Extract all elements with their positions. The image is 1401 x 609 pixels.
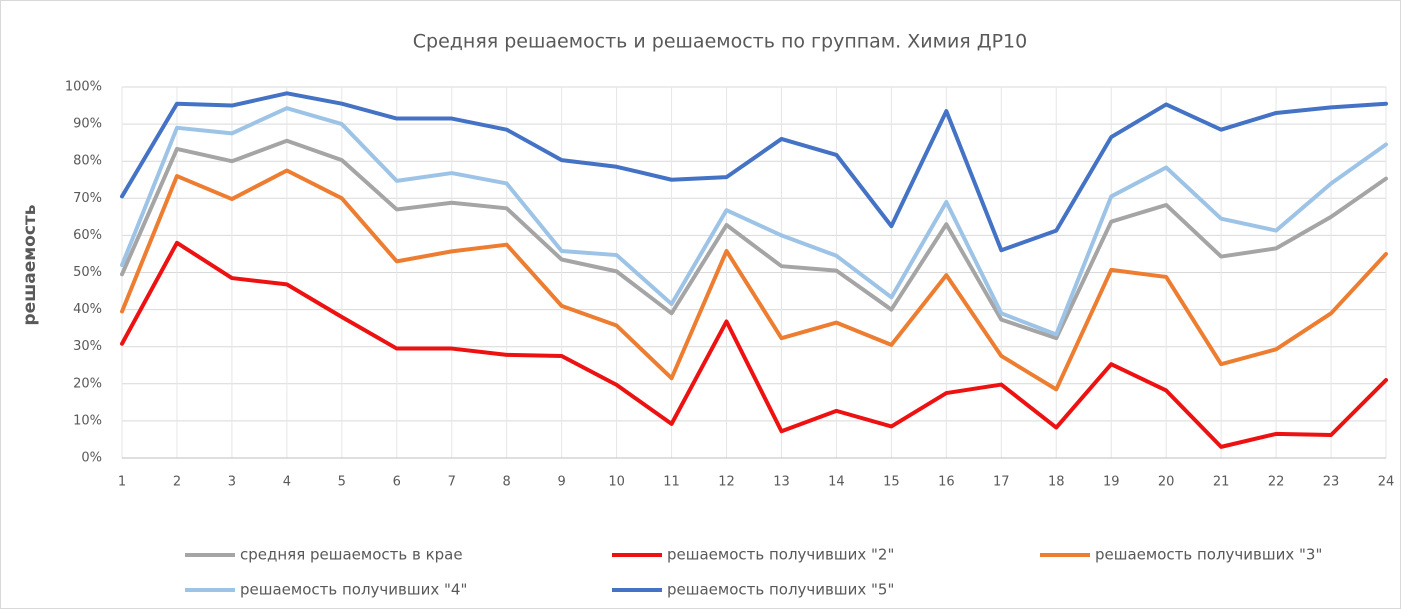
y-tick-label: 10% [73,413,102,428]
y-tick-label: 40% [73,302,102,317]
x-tick-label: 13 [773,475,790,490]
legend-label: решаемость получивших "2" [667,546,894,564]
series-line [120,168,1388,392]
x-tick-label: 3 [228,475,236,490]
y-tick-label: 0% [81,451,102,466]
x-tick-label: 7 [448,475,456,490]
series-line [120,106,1388,337]
x-tick-label: 16 [938,475,955,490]
x-tick-label: 2 [173,475,181,490]
legend-label: решаемость получивших "3" [1095,546,1322,564]
y-tick-label: 20% [73,376,102,391]
x-tick-label: 14 [828,475,845,490]
y-tick-label: 80% [73,154,102,169]
x-tick-label: 1 [118,475,126,490]
series-line [120,138,1388,341]
y-tick-label: 100% [65,80,102,95]
x-tick-label: 20 [1158,475,1175,490]
legend-label: решаемость получивших "4" [240,581,467,599]
y-tick-label: 90% [73,117,102,132]
x-tick-label: 18 [1048,475,1065,490]
series-line [120,91,1388,253]
x-tick-label: 24 [1378,475,1395,490]
x-tick-label: 23 [1323,475,1340,490]
x-tick-label: 5 [338,475,346,490]
y-tick-label: 60% [73,228,102,243]
series-line [120,240,1388,449]
x-tick-label: 6 [393,475,401,490]
y-tick-label: 50% [73,265,102,280]
legend-label: средняя решаемость в крае [240,546,463,564]
y-tick-label: 70% [73,191,102,206]
y-tick-label: 30% [73,339,102,354]
x-tick-label: 4 [283,475,291,490]
x-tick-label: 19 [1103,475,1120,490]
chart-title: Средняя решаемость и решаемость по групп… [413,31,1028,53]
x-tick-label: 8 [503,475,511,490]
x-tick-label: 22 [1268,475,1285,490]
x-tick-label: 9 [558,475,566,490]
x-tick-label: 21 [1213,475,1230,490]
y-axis-label: решаемость [20,204,40,325]
x-tick-label: 10 [608,475,625,490]
x-tick-label: 15 [883,475,900,490]
x-tick-label: 11 [663,475,680,490]
x-tick-label: 12 [718,475,735,490]
x-tick-label: 17 [993,475,1010,490]
legend-label: решаемость получивших "5" [667,581,894,599]
